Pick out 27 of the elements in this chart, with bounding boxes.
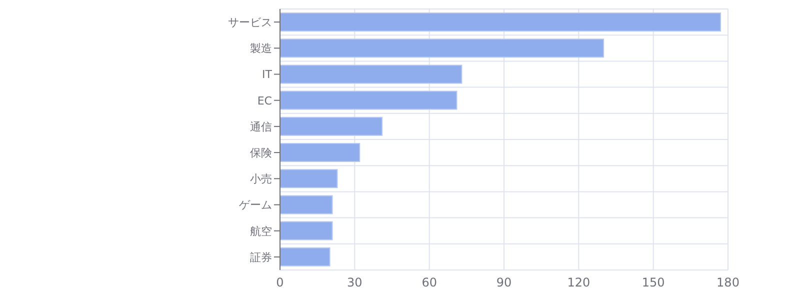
y-tick-label: IT (262, 68, 272, 82)
y-tick-label: 製造 (250, 42, 272, 56)
bar (280, 12, 722, 32)
bar (280, 247, 330, 266)
x-tick-label: 120 (567, 276, 590, 290)
bar (280, 195, 333, 214)
y-tick-label: EC (257, 94, 272, 108)
y-tick-label: 通信 (250, 120, 272, 134)
bar (280, 38, 604, 58)
x-tick-label: 60 (422, 276, 437, 290)
y-tick-label: ゲーム (239, 198, 272, 212)
bar (280, 64, 462, 84)
bar (280, 90, 458, 110)
y-tick-label: 保険 (250, 146, 272, 160)
x-tick-label: 150 (642, 276, 665, 290)
bar (280, 116, 383, 136)
x-tick-label: 90 (496, 276, 512, 290)
y-tick-label: 証券 (250, 250, 272, 264)
y-tick-label: サービス (228, 16, 272, 29)
x-tick-label: 0 (276, 276, 284, 290)
y-tick-label: 小売 (250, 172, 272, 186)
x-tick-label: 30 (347, 276, 362, 290)
y-tick-label: 航空 (250, 224, 272, 238)
bar (280, 169, 338, 188)
x-tick-label: 180 (716, 276, 740, 290)
bar (280, 221, 333, 240)
bar (280, 143, 360, 162)
